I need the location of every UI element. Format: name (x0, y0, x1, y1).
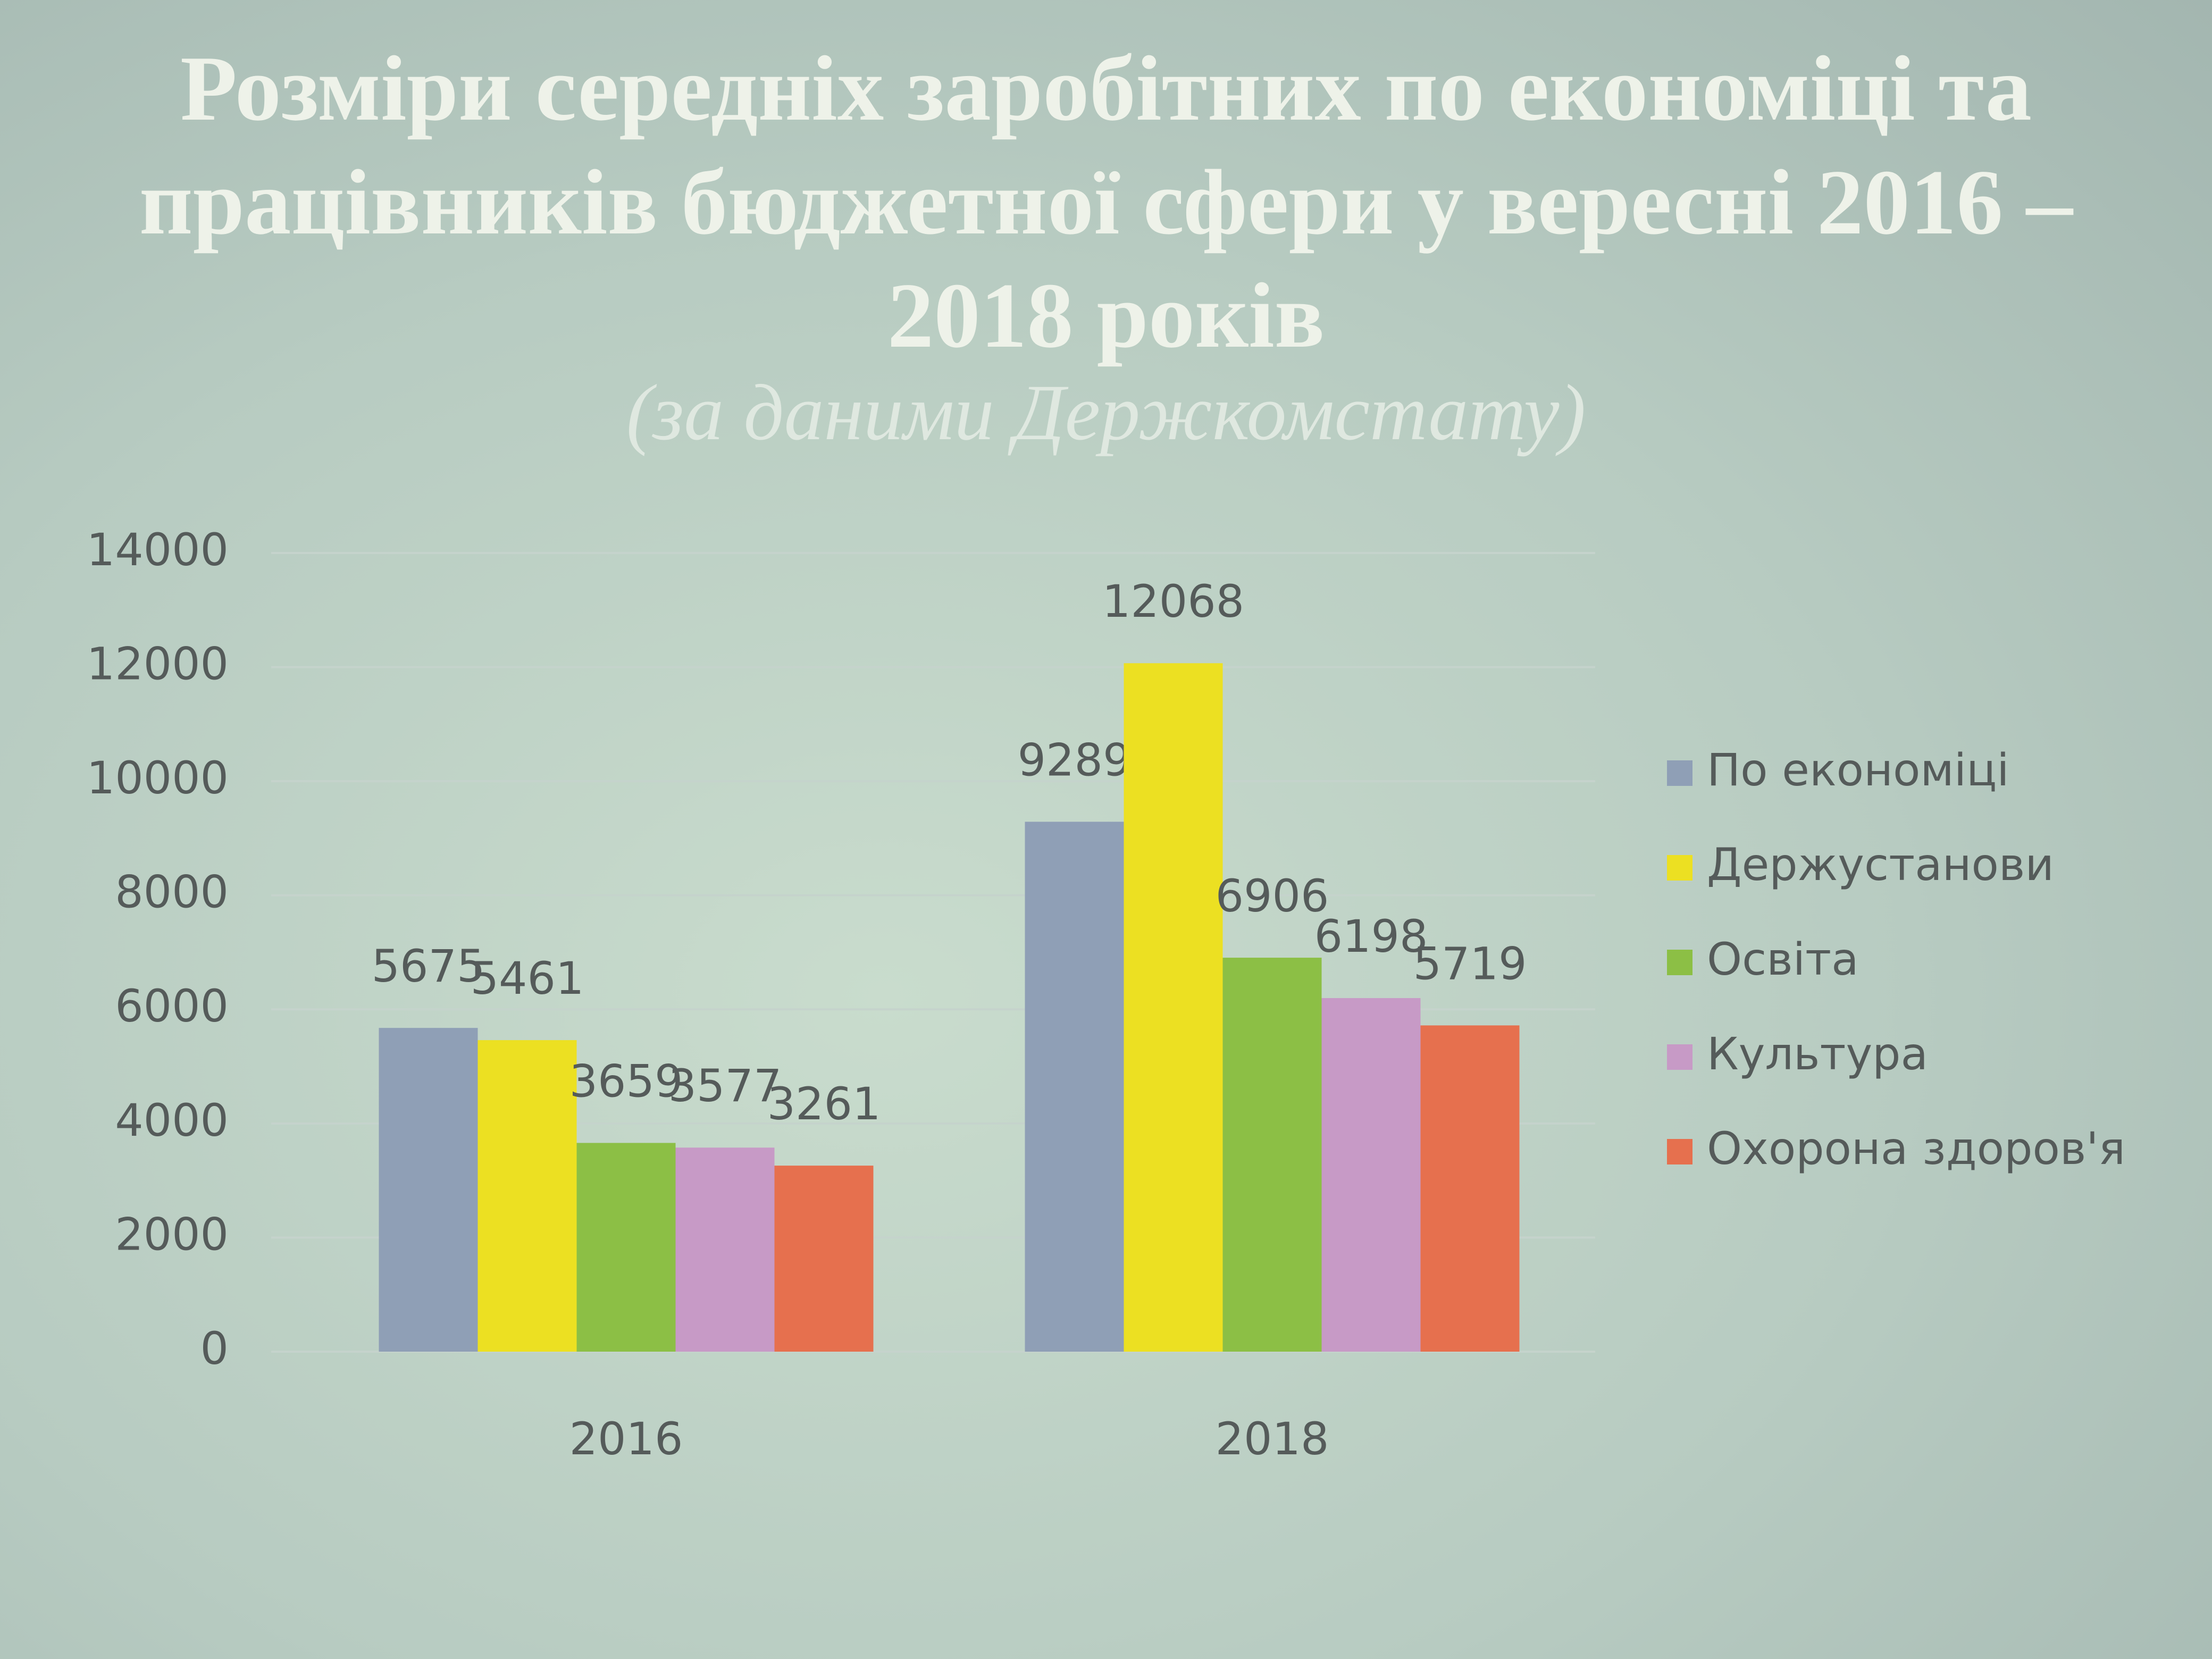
bar (675, 1147, 775, 1352)
data-label: 6906 (1216, 870, 1329, 922)
legend-swatch (1667, 950, 1692, 975)
bar (576, 1143, 676, 1352)
bar (1420, 1025, 1520, 1352)
bar (477, 1040, 577, 1352)
data-label: 3261 (767, 1078, 881, 1130)
data-label: 3659 (569, 1055, 683, 1107)
legend-label: Освіта (1707, 933, 1859, 985)
bar (1124, 663, 1223, 1352)
data-label: 3577 (668, 1060, 782, 1112)
y-tick-label: 8000 (115, 866, 229, 918)
bar (774, 1166, 874, 1352)
y-tick-label: 14000 (87, 524, 229, 576)
y-tick-label: 0 (200, 1322, 229, 1375)
y-tick-label: 6000 (115, 980, 229, 1032)
legend-swatch (1667, 1044, 1692, 1070)
data-label: 5719 (1413, 937, 1527, 990)
data-label: 9289 (1018, 734, 1132, 786)
data-label: 5461 (471, 952, 584, 1004)
legend-label: Культура (1707, 1028, 1928, 1080)
y-tick-label: 12000 (87, 638, 229, 690)
chart-title: Розміри середніх заробітних по економіці… (139, 37, 2073, 367)
bar (379, 1028, 478, 1352)
bar (1025, 822, 1124, 1352)
x-tick-label: 2016 (569, 1413, 683, 1465)
x-tick-label: 2018 (1216, 1413, 1329, 1465)
data-label: 5675 (372, 940, 485, 992)
bar (1222, 958, 1322, 1352)
y-tick-label: 10000 (87, 752, 229, 804)
legend-swatch (1667, 760, 1692, 786)
data-label: 12068 (1102, 575, 1244, 627)
y-tick-label: 4000 (115, 1094, 229, 1146)
legend-label: Держустанови (1707, 839, 2054, 891)
legend-swatch (1667, 1139, 1692, 1164)
legend-label: Охорона здоров'я (1707, 1122, 2125, 1175)
chart-subtitle: (за даними Держкомстату) (626, 368, 1586, 457)
legend-swatch (1667, 855, 1692, 881)
y-tick-label: 2000 (115, 1208, 229, 1260)
data-label: 6198 (1314, 910, 1428, 962)
legend-label: По економіці (1707, 744, 2009, 796)
bar (1321, 998, 1421, 1352)
